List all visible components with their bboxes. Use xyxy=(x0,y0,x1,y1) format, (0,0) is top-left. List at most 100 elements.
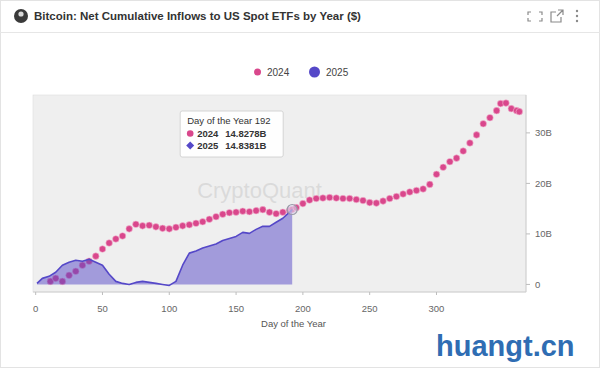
menu-dot xyxy=(576,15,578,17)
x-tick-label: 0 xyxy=(33,303,38,314)
x-tick-label: 250 xyxy=(362,303,378,314)
tooltip-value: 14.8278B xyxy=(225,128,266,139)
series-point xyxy=(313,195,320,202)
chart-canvas: Bitcoin: Net Cumulative Inflows to US Sp… xyxy=(0,0,600,368)
x-tick xyxy=(102,292,103,295)
series-point xyxy=(193,220,200,227)
site-watermark: huangt.cn xyxy=(436,330,575,362)
series-point xyxy=(173,224,180,231)
series-point xyxy=(166,226,173,233)
series-point xyxy=(199,218,206,225)
watermark: CryptoQuant xyxy=(197,178,322,203)
x-tick xyxy=(302,292,303,295)
legend-marker[interactable] xyxy=(254,69,261,76)
tooltip-marker xyxy=(187,130,194,137)
series-point xyxy=(273,210,280,217)
x-tick xyxy=(35,292,36,295)
series-point xyxy=(133,221,140,228)
menu-dot xyxy=(576,20,578,22)
series-point xyxy=(326,194,333,201)
series-point xyxy=(99,246,106,253)
series-point xyxy=(373,200,380,207)
series-point xyxy=(259,206,266,213)
series-point xyxy=(219,211,226,218)
series-point xyxy=(453,155,460,162)
series-point xyxy=(360,197,367,204)
y-tick-label: 10B xyxy=(535,228,552,239)
header-divider xyxy=(0,32,600,33)
avatar-head xyxy=(18,11,23,16)
x-tick-label: 50 xyxy=(97,303,108,314)
series-point xyxy=(153,224,160,231)
y-tick xyxy=(526,233,530,234)
plot-area xyxy=(33,95,526,292)
tooltip-title: Day of the Year 192 xyxy=(187,115,270,126)
series-point xyxy=(139,223,146,230)
series-point xyxy=(467,140,474,147)
y-tick-label: 0 xyxy=(535,279,540,290)
series-point xyxy=(226,209,233,216)
legend-label: 2025 xyxy=(326,67,349,78)
tooltip-marker xyxy=(186,142,194,150)
x-axis-title: Day of the Year xyxy=(261,318,326,329)
data-group xyxy=(37,100,523,286)
series-point xyxy=(119,233,126,240)
series-point xyxy=(233,209,240,216)
series-point xyxy=(146,222,153,229)
series-point xyxy=(487,114,494,121)
series-point xyxy=(516,108,523,115)
x-tick xyxy=(436,292,437,295)
series-point xyxy=(353,196,360,203)
title: Bitcoin: Net Cumulative Inflows to US Sp… xyxy=(34,10,361,22)
series-point xyxy=(503,100,510,107)
series-point xyxy=(340,195,347,202)
series-point xyxy=(480,120,487,127)
series-point xyxy=(113,236,120,243)
x-tick xyxy=(169,292,170,295)
series-point xyxy=(393,193,400,200)
legend-label: 2024 xyxy=(267,67,290,78)
x-tick-label: 100 xyxy=(161,303,177,314)
x-tick-label: 150 xyxy=(228,303,244,314)
series-point xyxy=(179,223,186,230)
series-point xyxy=(440,164,447,171)
expand-icon[interactable] xyxy=(528,12,542,21)
menu-icon[interactable] xyxy=(576,10,578,22)
legend: 2024 2025 xyxy=(254,67,349,78)
series-point xyxy=(333,195,340,202)
y-tick xyxy=(526,284,530,285)
y-tick xyxy=(526,183,530,184)
series-point xyxy=(246,208,253,215)
x-tick-label: 300 xyxy=(429,303,445,314)
series-point xyxy=(253,207,260,214)
series-point xyxy=(427,181,434,188)
menu-dot xyxy=(576,10,578,12)
series-point xyxy=(266,209,273,216)
series-point xyxy=(493,107,500,114)
header-icons xyxy=(528,10,563,22)
series-point xyxy=(239,208,246,215)
hover-cursor xyxy=(287,205,297,215)
series-line xyxy=(37,209,292,285)
series-point xyxy=(280,209,287,216)
series-point xyxy=(366,199,373,206)
series-point xyxy=(92,253,99,260)
tooltip: Day of the Year 192202414.8278B202514.83… xyxy=(180,111,283,157)
tooltip-value: 14.8381B xyxy=(225,140,266,151)
series-point xyxy=(420,186,427,193)
series-point xyxy=(447,158,454,165)
series-point xyxy=(460,148,467,155)
x-tick xyxy=(369,292,370,295)
tooltip-box xyxy=(180,111,283,157)
series-point xyxy=(386,195,393,202)
open-icon[interactable] xyxy=(551,10,563,22)
series-point xyxy=(413,187,420,194)
legend-marker[interactable] xyxy=(309,67,320,78)
series-point xyxy=(346,195,353,202)
tooltip-name: 2025 xyxy=(197,140,219,151)
series-point xyxy=(406,189,413,196)
series-point xyxy=(433,171,440,178)
series-point xyxy=(186,222,193,229)
series-point xyxy=(126,226,133,233)
y-tick xyxy=(526,132,530,133)
